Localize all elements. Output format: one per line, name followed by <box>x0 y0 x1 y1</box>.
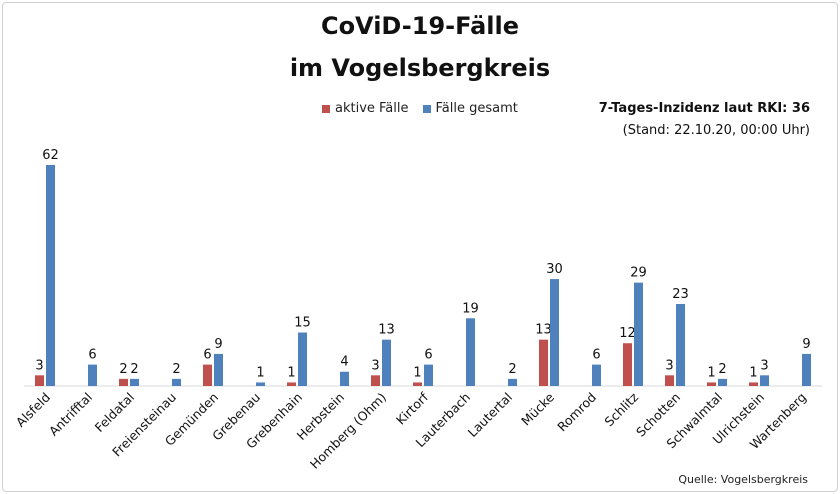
data-label-total-0: 62 <box>42 148 59 163</box>
legend-label-total: Fälle gesamt <box>435 101 518 116</box>
bar-active-17 <box>749 382 758 386</box>
bar-active-8 <box>371 375 380 386</box>
data-label-active-0: 3 <box>35 358 43 373</box>
bar-total-7 <box>340 371 349 386</box>
data-label-total-12: 30 <box>546 262 563 277</box>
bar-total-11 <box>508 378 517 386</box>
bar-total-15 <box>676 304 685 386</box>
bar-total-12 <box>550 279 559 386</box>
data-label-total-17: 3 <box>760 358 768 373</box>
source-note: Quelle: Vogelsbergkreis <box>678 473 808 486</box>
legend-item-active: aktive Fälle <box>322 101 409 116</box>
incidence-value: 7-Tages-Inzidenz laut RKI: 36 <box>598 101 810 116</box>
bar-active-9 <box>413 382 422 386</box>
data-label-active-2: 2 <box>119 362 127 377</box>
data-label-total-4: 9 <box>214 337 222 352</box>
bar-active-0 <box>35 375 44 386</box>
data-label-total-14: 29 <box>630 266 647 281</box>
data-label-active-12: 13 <box>535 323 552 338</box>
data-label-active-16: 1 <box>707 365 715 380</box>
bar-active-14 <box>623 343 632 386</box>
bar-active-16 <box>707 382 716 386</box>
bar-total-0 <box>46 165 55 386</box>
data-label-active-4: 6 <box>203 348 211 363</box>
x-tick-label-9: Kirtorf <box>393 389 432 428</box>
data-label-total-10: 19 <box>462 301 479 316</box>
data-label-total-6: 15 <box>294 316 311 331</box>
x-tick-label-0: Alsfeld <box>13 390 53 430</box>
chart-subtitle: im Vogelsbergkreis <box>289 54 551 82</box>
bar-total-3 <box>172 378 181 386</box>
bar-total-2 <box>130 378 139 386</box>
x-tick-label-8: Homberg (Ohm) <box>307 390 389 472</box>
data-label-active-9: 1 <box>413 365 421 380</box>
data-label-active-15: 3 <box>665 358 673 373</box>
x-tick-label-11: Lautertal <box>465 390 515 440</box>
bar-total-17 <box>760 375 769 386</box>
data-label-active-8: 3 <box>371 358 379 373</box>
data-label-total-1: 6 <box>88 348 96 363</box>
legend: aktive Fälle Fälle gesamt <box>322 101 532 116</box>
incidence-date: (Stand: 22.10.20, 00:00 Uhr) <box>622 123 810 138</box>
incidence-info: 7-Tages-Inzidenz laut RKI: 36 (Stand: 22… <box>599 98 810 142</box>
bar-total-1 <box>88 364 97 386</box>
data-label-total-2: 2 <box>130 362 138 377</box>
bar-total-18 <box>802 353 811 386</box>
data-label-active-14: 12 <box>619 326 636 341</box>
data-label-total-8: 13 <box>378 323 395 338</box>
bar-total-13 <box>592 364 601 386</box>
legend-swatch-active <box>322 104 330 113</box>
bar-total-5 <box>256 382 265 386</box>
bar-active-6 <box>287 382 296 386</box>
data-label-active-6: 1 <box>287 365 295 380</box>
bar-active-4 <box>203 364 212 386</box>
x-tick-label-14: Schlitz <box>601 389 641 429</box>
bar-total-4 <box>214 353 223 386</box>
bar-total-14 <box>634 282 643 386</box>
data-label-total-5: 1 <box>256 365 264 380</box>
data-label-total-16: 2 <box>718 362 726 377</box>
x-tick-label-1: Antrifftal <box>46 390 95 439</box>
bar-active-15 <box>665 375 674 386</box>
bar-total-9 <box>424 364 433 386</box>
chart-title: CoViD-19-Fälle <box>320 12 520 40</box>
bar-total-16 <box>718 378 727 386</box>
legend-label-active: aktive Fälle <box>335 101 409 116</box>
data-label-total-7: 4 <box>340 355 348 370</box>
data-label-total-18: 9 <box>802 337 810 352</box>
data-label-total-11: 2 <box>508 362 516 377</box>
data-label-total-9: 6 <box>424 348 432 363</box>
legend-swatch-total <box>422 104 431 113</box>
data-label-total-3: 2 <box>172 362 180 377</box>
bar-total-6 <box>298 332 307 386</box>
x-tick-label-12: Mücke <box>518 389 557 428</box>
bar-active-2 <box>119 378 128 386</box>
bar-total-10 <box>466 318 475 386</box>
bar-total-8 <box>382 339 391 386</box>
data-label-total-15: 23 <box>672 287 689 302</box>
data-label-active-17: 1 <box>749 365 757 380</box>
x-tick-label-13: Romrod <box>554 390 599 435</box>
legend-item-total: Fälle gesamt <box>422 101 518 116</box>
bar-active-12 <box>539 339 548 386</box>
data-label-total-13: 6 <box>592 348 600 363</box>
